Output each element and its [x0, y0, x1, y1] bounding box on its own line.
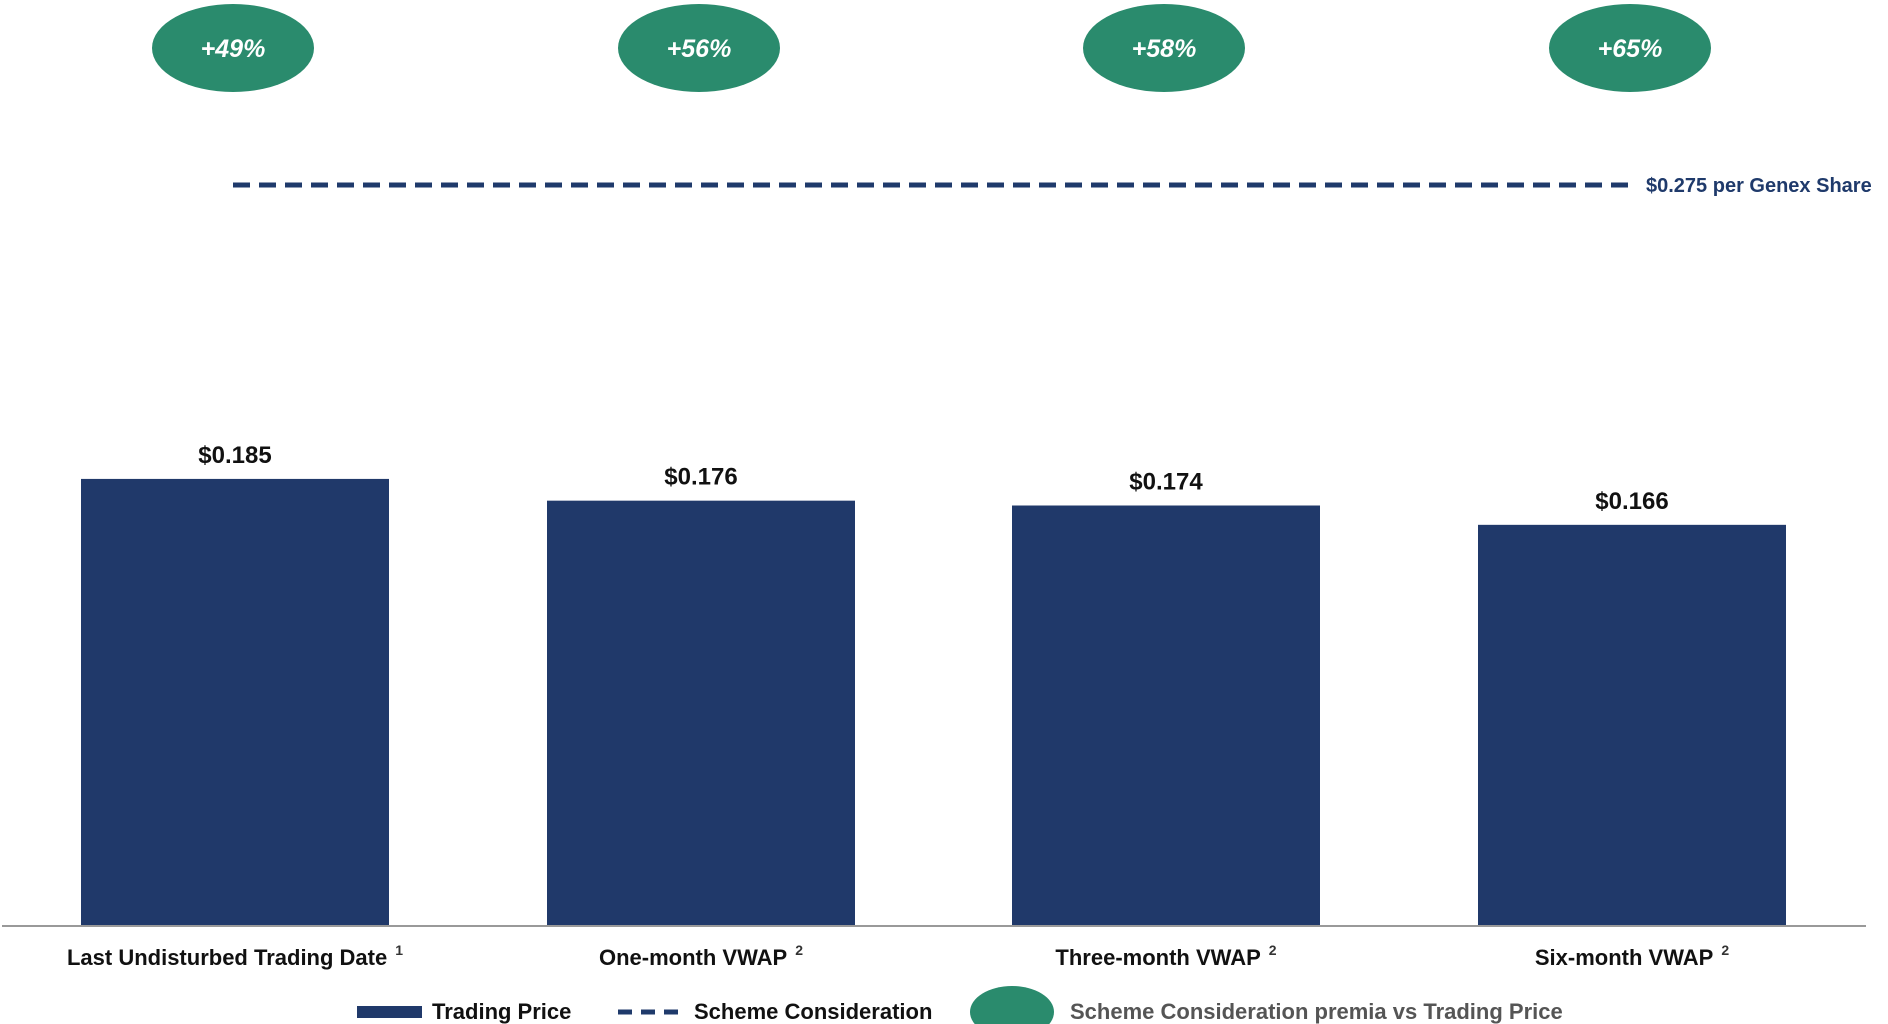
category-name-0: Last Undisturbed Trading Date — [67, 945, 387, 970]
premium-label-2: +58% — [1132, 35, 1197, 63]
scheme-consideration-label: $0.275 per Genex Share — [1646, 175, 1872, 197]
premium-bubble-0 — [152, 4, 314, 92]
reference-layer: $0.275 per Genex Share — [233, 175, 1872, 197]
bar-value-label-0: $0.185 — [198, 442, 271, 469]
premium-label-3: +65% — [1598, 35, 1663, 63]
legend-trading-price-swatch — [357, 1006, 422, 1018]
legend-trading-price-label: Trading Price — [432, 999, 571, 1024]
premium-label-0: +49% — [201, 35, 266, 63]
category-label-2: Three-month VWAP 2 — [1055, 942, 1276, 970]
category-footnote-0: 1 — [395, 942, 403, 958]
bar-1 — [547, 500, 855, 926]
premium-bubble-1 — [618, 4, 780, 92]
bar-value-label-1: $0.176 — [664, 464, 737, 491]
bar-value-label-3: $0.166 — [1595, 488, 1668, 515]
legend: Trading Price Scheme Consideration Schem… — [357, 986, 1563, 1024]
premia-layer: +49% +56% +58% +65% — [152, 4, 1711, 92]
category-label-3: Six-month VWAP 2 — [1535, 942, 1729, 970]
bar-2 — [1012, 505, 1320, 926]
category-name-2: Three-month VWAP — [1055, 945, 1260, 970]
bar-3 — [1478, 524, 1786, 926]
category-footnote-2: 2 — [1269, 942, 1277, 958]
legend-premia-label: Scheme Consideration premia vs Trading P… — [1070, 999, 1563, 1024]
premium-bubble-2 — [1083, 4, 1245, 92]
category-name-3: Six-month VWAP — [1535, 945, 1713, 970]
bar-value-label-2: $0.174 — [1129, 469, 1203, 496]
category-name-1: One-month VWAP — [599, 945, 787, 970]
category-label-1: One-month VWAP 2 — [599, 942, 803, 970]
legend-scheme-consideration-label: Scheme Consideration — [694, 999, 932, 1024]
legend-premia-swatch — [970, 986, 1054, 1024]
category-footnote-1: 2 — [795, 942, 803, 958]
categories-layer: Last Undisturbed Trading Date 1 One-month … — [67, 942, 1729, 970]
category-footnote-3: 2 — [1721, 942, 1729, 958]
bars-layer: $0.185 $0.176 $0.174 $0.166 — [81, 442, 1786, 926]
category-label-0: Last Undisturbed Trading Date 1 — [67, 942, 403, 970]
bar-0 — [81, 478, 389, 926]
premium-label-1: +56% — [667, 35, 732, 63]
premium-bubble-3 — [1549, 4, 1711, 92]
